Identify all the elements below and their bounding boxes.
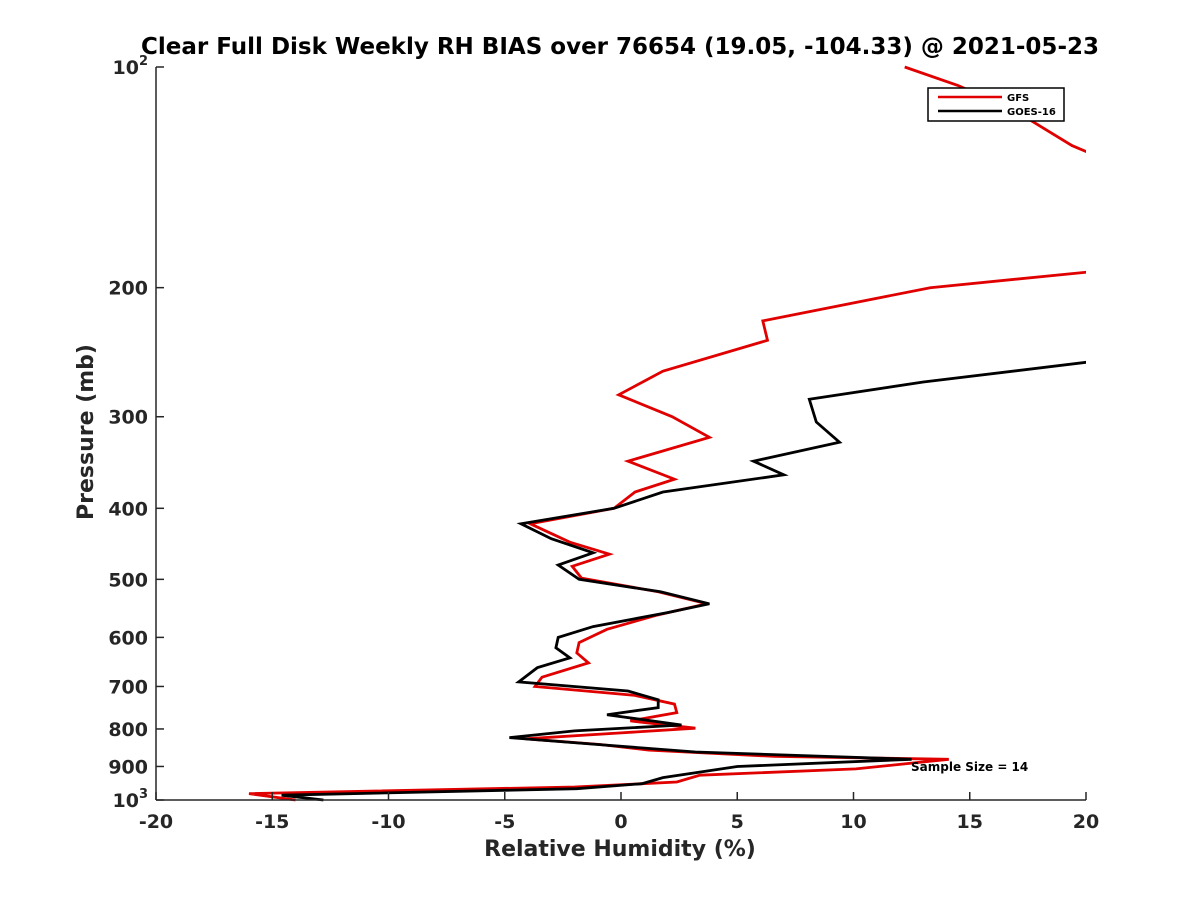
y-tick-label: 300 bbox=[108, 407, 148, 429]
legend-box bbox=[927, 87, 1065, 122]
axes-layer: -20 -15 -10 -5 0 5 10 15 20 102 200 300 400 500 600 700… bbox=[108, 54, 1099, 833]
chart-title: Clear Full Disk Weekly RH BIAS over 7665… bbox=[141, 34, 1099, 60]
y-tick-label: 102 bbox=[113, 54, 149, 79]
y-tick-label: 900 bbox=[108, 756, 148, 778]
x-tick-label: 0 bbox=[614, 811, 627, 833]
y-tick-label: 400 bbox=[108, 498, 148, 520]
series-line-gfs bbox=[248, 65, 1086, 802]
x-tick-label: 10 bbox=[840, 811, 866, 833]
x-tick-label: -15 bbox=[255, 811, 289, 833]
y-tick-label: 800 bbox=[108, 719, 148, 741]
x-tick-label: 15 bbox=[957, 811, 983, 833]
y-tick-label: 600 bbox=[108, 627, 148, 649]
x-tick-label: -5 bbox=[494, 811, 515, 833]
y-axis-label: Pressure (mb) bbox=[74, 344, 99, 520]
x-axis-label: Relative Humidity (%) bbox=[484, 837, 756, 862]
sample-size-annotation: Sample Size = 14 bbox=[911, 760, 1028, 774]
legend-label-gfs: GFS bbox=[1007, 93, 1029, 104]
y-tick-label: 200 bbox=[108, 278, 148, 300]
y-tick-label: 700 bbox=[108, 676, 148, 698]
series-line-goes16 bbox=[281, 360, 1086, 802]
x-tick-label: -20 bbox=[139, 811, 173, 833]
x-tick-label: -10 bbox=[371, 811, 405, 833]
x-tick-label: 5 bbox=[731, 811, 744, 833]
y-tick-label: 103 bbox=[113, 787, 149, 812]
y-tick-label: 500 bbox=[108, 569, 148, 591]
legend-label-goes16: GOES-16 bbox=[1007, 107, 1056, 118]
series-layer bbox=[248, 65, 1086, 802]
x-tick-label: 20 bbox=[1073, 811, 1099, 833]
legend: GFS GOES-16 bbox=[927, 87, 1065, 122]
